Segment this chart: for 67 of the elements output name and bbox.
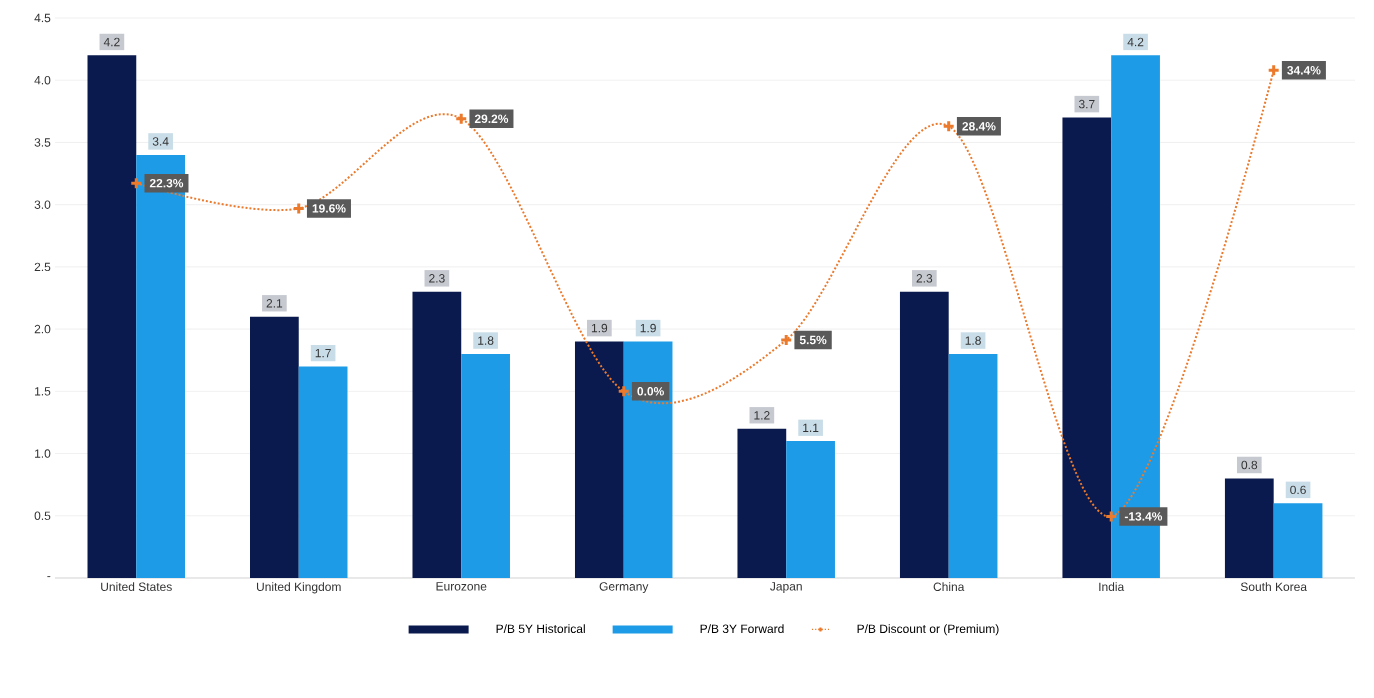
data-label: 2.1 <box>266 299 283 308</box>
point <box>129 176 143 190</box>
data-label: 4.2 <box>103 37 120 47</box>
y-tick-label: 4.5 <box>34 13 51 23</box>
legend-label: P/B 3Y Forward <box>700 624 784 633</box>
data-label: 22.3% <box>149 178 184 188</box>
y-tick-label: 4.0 <box>34 75 51 85</box>
data-label: 1.2 <box>754 411 770 420</box>
y-tick-label: 2.0 <box>34 324 51 334</box>
x-tick-label: South Korea <box>1240 582 1308 591</box>
bar <box>786 441 835 578</box>
data-label: 1.1 <box>803 423 819 432</box>
legend-label: P/B 5Y Historical <box>496 624 585 633</box>
bar <box>461 353 510 578</box>
point <box>617 384 631 398</box>
x-tick-label: India <box>1099 582 1125 591</box>
data-label: 34.4% <box>1287 66 1321 75</box>
y-tick-label: 3.5 <box>34 138 51 147</box>
point <box>779 333 793 347</box>
data-label: 3.4 <box>152 137 169 146</box>
data-label: 1.7 <box>315 348 331 358</box>
bar <box>1062 117 1112 578</box>
point <box>292 201 306 215</box>
bar <box>623 341 673 578</box>
y-tick-label: 3.0 <box>34 200 51 209</box>
bar <box>87 55 137 578</box>
data-label: 0.6 <box>1290 485 1306 495</box>
y-tick-label: - <box>47 576 51 578</box>
data-label: 19.6% <box>312 204 346 213</box>
data-label: 5.5% <box>799 335 827 345</box>
x-tick-label: United States <box>101 582 172 591</box>
data-label: 1.8 <box>478 336 494 345</box>
x-tick-label: Eurozone <box>436 582 487 591</box>
data-label: 1.8 <box>965 336 981 345</box>
x-tick-label: China <box>933 582 965 591</box>
bar <box>1224 478 1274 578</box>
bar <box>948 353 998 578</box>
data-label: 28.4% <box>962 122 996 131</box>
point <box>1104 509 1118 523</box>
data-label: -13.4% <box>1124 512 1163 521</box>
y-tick-label: 1.5 <box>35 387 51 396</box>
bar <box>737 428 787 578</box>
x-tick-label: Japan <box>770 582 802 593</box>
x-tick-label: Germany <box>599 582 649 594</box>
bar <box>574 341 624 578</box>
point <box>1267 63 1281 77</box>
point <box>942 119 956 133</box>
bar <box>412 291 462 578</box>
bar <box>1273 503 1323 578</box>
y-tick-label: 2.5 <box>34 262 51 272</box>
data-label: 0.0% <box>637 387 664 396</box>
data-label: 0.8 <box>1241 460 1258 470</box>
point <box>454 112 468 126</box>
data-label: 29.2% <box>474 114 509 124</box>
data-label: 2.3 <box>916 274 933 283</box>
data-label: 1.9 <box>640 323 656 333</box>
data-label: 4.2 <box>1127 37 1144 47</box>
data-label: 1.9 <box>591 323 608 333</box>
bar <box>250 316 299 578</box>
bar <box>899 291 949 578</box>
bar <box>298 366 348 578</box>
data-label: 3.7 <box>1078 99 1095 109</box>
x-tick-label: United Kingdom <box>256 582 341 594</box>
data-label: 2.3 <box>429 274 445 283</box>
legend-label: P/B Discount or (Premium) <box>857 624 999 636</box>
y-tick-label: 1.0 <box>35 449 51 458</box>
y-tick-label: 0.5 <box>34 511 51 521</box>
